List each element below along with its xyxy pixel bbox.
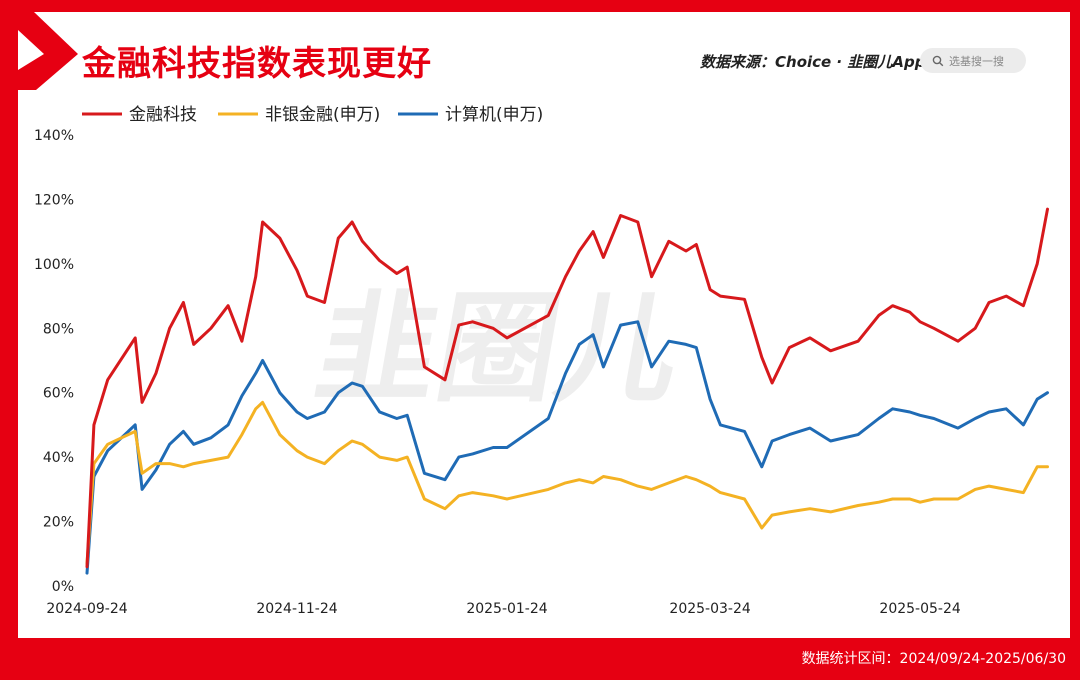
data-source-label: 数据来源：Choice · 韭圈儿App — [700, 53, 926, 71]
x-tick-label: 2025-03-24 — [669, 601, 750, 617]
y-tick-label: 140% — [34, 128, 74, 144]
series-line-1 — [85, 400, 1049, 565]
y-tick-label: 100% — [34, 257, 74, 273]
plot-area — [85, 207, 1049, 575]
legend-label: 计算机(申万) — [445, 105, 543, 125]
x-tick-label: 2024-09-24 — [46, 601, 127, 617]
series-line-0 — [85, 207, 1049, 569]
y-tick-label: 60% — [43, 386, 74, 402]
chart-legend: 金融科技 非银金融(申万) 计算机(申万) — [82, 105, 543, 125]
chart-watermark: 韭圈儿 — [306, 279, 691, 419]
corner-arrow-decoration — [18, 12, 78, 90]
legend-label: 金融科技 — [129, 105, 197, 125]
x-tick-label: 2024-11-24 — [256, 601, 337, 617]
legend-label: 非银金融(申万) — [265, 105, 380, 125]
y-axis: 0% 20% 40% 60% 80% 100% 120% 140% — [34, 128, 74, 595]
series-line-2 — [85, 320, 1049, 575]
y-tick-label: 80% — [43, 321, 74, 337]
search-box[interactable]: 选基搜一搜 — [920, 48, 1026, 73]
chart-card — [18, 12, 1070, 638]
y-tick-label: 40% — [43, 450, 74, 466]
y-tick-label: 120% — [34, 192, 74, 208]
search-placeholder: 选基搜一搜 — [949, 54, 1004, 68]
data-period-note: 数据统计区间：2024/09/24-2025/06/30 — [801, 651, 1066, 667]
search-icon — [932, 55, 944, 66]
chart-title: 金融科技指数表现更好 — [82, 44, 432, 84]
x-axis: 2024-09-24 2024-11-24 2025-01-24 2025-03-24… — [46, 601, 961, 617]
x-tick-label: 2025-01-24 — [466, 601, 547, 617]
y-tick-label: 0% — [52, 579, 74, 595]
y-tick-label: 20% — [43, 515, 74, 531]
x-tick-label: 2025-05-24 — [879, 601, 960, 617]
